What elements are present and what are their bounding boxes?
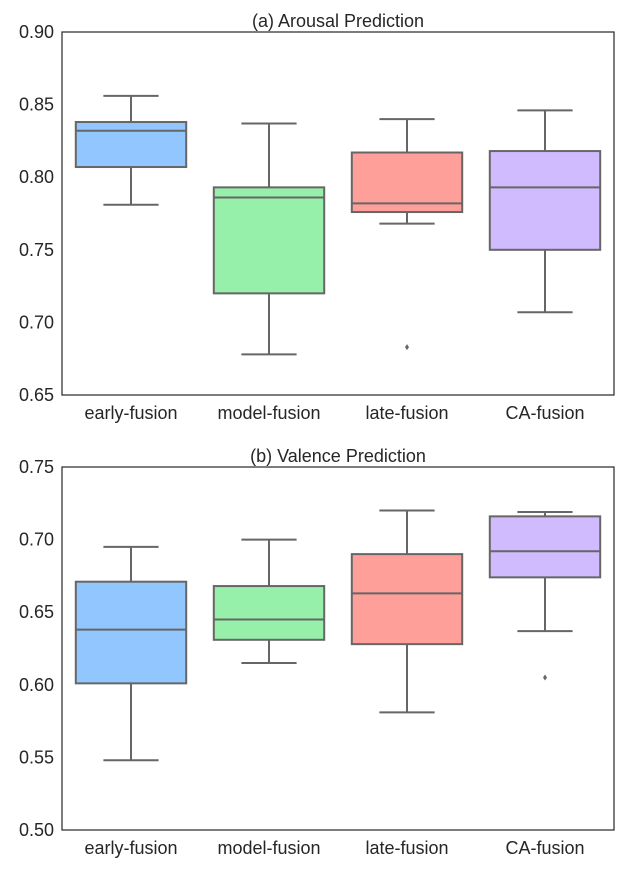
box-CA-fusion [488, 511, 602, 681]
x-tick-label: late-fusion [365, 403, 448, 423]
x-tick-label: CA-fusion [505, 403, 584, 423]
axes-frame [61, 31, 615, 396]
x-tick-label: early-fusion [84, 838, 177, 858]
y-tick-label: 0.70 [19, 530, 54, 550]
y-tick-label: 0.90 [19, 22, 54, 42]
y-tick-label: 0.65 [19, 385, 54, 405]
iqr-box [350, 553, 464, 646]
chart-panel-0: (a) Arousal Prediction 0.65 0.70 0.75 0.80 0.… [19, 11, 615, 423]
x-tick-label: CA-fusion [505, 838, 584, 858]
x-tick-label: late-fusion [365, 838, 448, 858]
y-tick-label: 0.85 [19, 95, 54, 115]
y-tick-label: 0.70 [19, 312, 54, 332]
y-tick-label: 0.65 [19, 602, 54, 622]
iqr-box [74, 580, 188, 685]
box-CA-fusion [488, 109, 602, 314]
chart-title: (b) Valence Prediction [250, 446, 426, 466]
y-tick-label: 0.55 [19, 747, 54, 767]
box-early-fusion [74, 545, 188, 762]
y-tick-label: 0.80 [19, 167, 54, 187]
box-model-fusion [212, 538, 326, 665]
outlier-point [543, 674, 547, 681]
box-late-fusion [350, 509, 464, 714]
axes-frame [61, 466, 615, 831]
y-tick-label: 0.75 [19, 457, 54, 477]
y-tick-label: 0.50 [19, 820, 54, 840]
chart-panel-1: (b) Valence Prediction 0.50 0.55 0.60 0.65 0.… [19, 446, 615, 858]
x-tick-label: model-fusion [217, 838, 320, 858]
y-tick-label: 0.75 [19, 240, 54, 260]
iqr-box [212, 186, 326, 295]
x-tick-label: model-fusion [217, 403, 320, 423]
iqr-box [488, 515, 602, 579]
iqr-box [212, 585, 326, 641]
iqr-box [350, 151, 464, 214]
outlier-point [405, 344, 409, 351]
box-late-fusion [350, 118, 464, 351]
x-tick-label: early-fusion [84, 403, 177, 423]
iqr-box [74, 121, 188, 169]
box-model-fusion [212, 122, 326, 356]
chart-title: (a) Arousal Prediction [252, 11, 424, 31]
iqr-box [488, 150, 602, 251]
y-tick-label: 0.60 [19, 675, 54, 695]
box-early-fusion [74, 94, 188, 206]
